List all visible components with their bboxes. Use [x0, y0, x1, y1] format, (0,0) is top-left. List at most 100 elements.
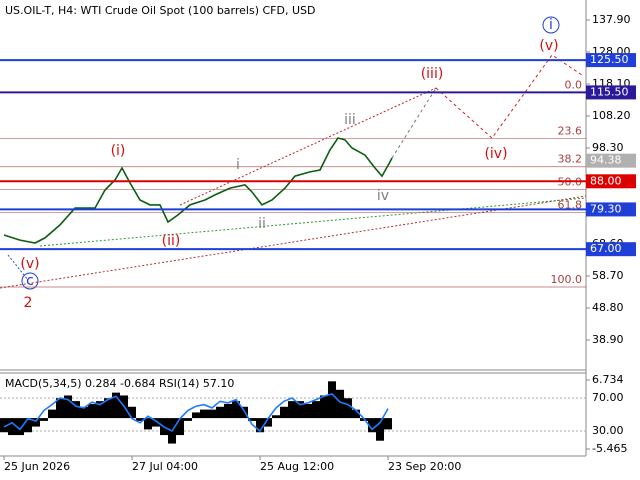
last-price-label: 94.38 [590, 154, 622, 167]
histogram-bar [56, 398, 64, 419]
histogram-bar [328, 381, 336, 419]
chart-title: US.OIL-T, H4: WTI Crude Oil Spot (100 ba… [5, 4, 315, 17]
histogram-bar [80, 406, 88, 419]
level-box [586, 85, 636, 100]
fib-label: 38.2 [558, 153, 583, 166]
wave-label: iv [377, 188, 389, 204]
histogram-bar [200, 409, 208, 419]
y2-tick-label: 70.00 [592, 391, 624, 404]
histogram-bar [104, 398, 112, 419]
wave-label: iii [344, 112, 356, 128]
histogram-bar [216, 406, 224, 419]
histogram-bar [272, 415, 280, 419]
histogram-bar [136, 418, 144, 421]
histogram-bar [240, 406, 248, 419]
y-tick-label: 38.90 [592, 333, 624, 346]
wave-label: ii [258, 216, 266, 232]
histogram-bar [384, 418, 392, 430]
histogram-bar [152, 418, 160, 427]
histogram-bar [232, 401, 240, 419]
level-box [586, 242, 636, 257]
fib-label: 61.8 [558, 199, 583, 212]
wave-label: c [26, 273, 34, 289]
histogram-bar [336, 389, 344, 419]
level-label: 125.50 [590, 53, 629, 66]
fib-label: 23.6 [558, 124, 583, 137]
x-tick-label: 25 Jun 2026 [4, 460, 70, 473]
wave-label: (i) [111, 143, 126, 159]
y-tick-label: 6.734 [592, 373, 624, 386]
histogram-bar [72, 401, 80, 419]
y-tick-label: 98.30 [592, 141, 624, 154]
histogram-bar [88, 403, 96, 419]
histogram-bar [248, 418, 256, 421]
level-label: 79.30 [590, 202, 622, 215]
histogram-bar [0, 418, 8, 433]
wave-label: (v) [539, 38, 558, 54]
histogram-bar [312, 401, 320, 419]
channel-line [39, 197, 587, 247]
histogram-bar [32, 418, 40, 427]
wave-label: i [549, 17, 553, 33]
histogram-bar [352, 409, 360, 419]
wave-label: 2 [24, 295, 33, 311]
wave-label: (ii) [162, 233, 181, 249]
histogram-bar [8, 418, 16, 436]
y2-tick-label: 30.00 [592, 424, 624, 437]
wave-label: i [236, 157, 240, 173]
indicator-title: MACD(5,34,5) 0.284 -0.684 RSI(14) 57.10 [5, 377, 234, 390]
histogram-bar [16, 418, 24, 436]
histogram-bar [304, 403, 312, 419]
y-tick-label: 58.70 [592, 269, 624, 282]
y-tick-label: 137.90 [592, 13, 631, 26]
level-label: 88.00 [590, 174, 622, 187]
projection [435, 54, 583, 139]
x-tick-label: 23 Sep 20:00 [388, 460, 461, 473]
histogram-bar [112, 392, 120, 419]
wave-label: (iv) [484, 146, 507, 162]
histogram-bar [208, 409, 216, 419]
histogram-bar [96, 401, 104, 419]
fib-label: 0.0 [565, 78, 583, 91]
histogram-bar [144, 418, 152, 430]
channel-line [0, 195, 587, 289]
histogram-bar [40, 418, 48, 421]
level-box [586, 53, 636, 68]
rsi-line [3, 392, 389, 433]
last-price-box [586, 153, 636, 168]
histogram-bar [376, 418, 384, 441]
histogram-bar [296, 401, 304, 419]
x-tick-label: 25 Aug 12:00 [260, 460, 334, 473]
channel-line [179, 87, 437, 206]
histogram-bar [288, 401, 296, 419]
histogram-bar [64, 395, 72, 419]
histogram-bar [256, 418, 264, 433]
level-label: 67.00 [590, 242, 622, 255]
histogram-bar [24, 418, 32, 433]
histogram-bar [224, 403, 232, 419]
wave-label: (v) [20, 256, 39, 272]
fib-label: 100.0 [551, 273, 583, 286]
y-tick-label: -5.465 [592, 442, 627, 455]
histogram-bar [280, 406, 288, 419]
histogram-bar [264, 418, 272, 427]
histogram-bar [344, 398, 352, 419]
level-box [586, 174, 636, 189]
wave-label: (iii) [421, 66, 444, 82]
histogram-bar [320, 395, 328, 419]
y-tick-label: 48.80 [592, 301, 624, 314]
wave-circle [21, 272, 39, 290]
histogram-bar [48, 409, 56, 419]
projection [391, 87, 437, 159]
price-line [3, 137, 393, 244]
x-tick-label: 27 Jul 04:00 [132, 460, 198, 473]
histogram-bar [192, 412, 200, 419]
projection [7, 254, 29, 281]
level-box [586, 202, 636, 217]
histogram-bar [184, 418, 192, 421]
y-tick-label: 108.20 [592, 109, 631, 122]
histogram-bar [128, 406, 136, 419]
histogram-bar [368, 418, 376, 433]
